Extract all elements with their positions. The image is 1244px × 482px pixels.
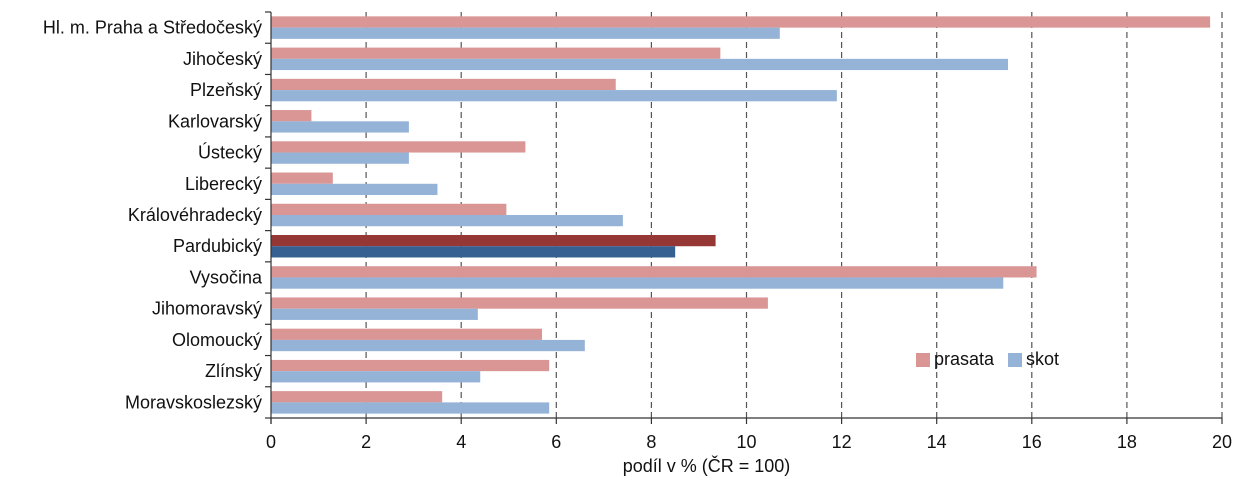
category-label: Hl. m. Praha a Středočeský	[43, 18, 262, 38]
bar-prasata	[271, 234, 716, 247]
category-label: Jihomoravský	[152, 299, 262, 319]
bar-prasata	[271, 328, 543, 340]
category-label: Zlínský	[205, 361, 262, 381]
category-label: Vysočina	[190, 267, 263, 287]
legend-item-prasata: prasata	[916, 349, 994, 370]
x-tick-label: 6	[551, 432, 561, 452]
bar-prasata	[271, 110, 312, 122]
bar-prasata	[271, 16, 1211, 28]
x-tick-label: 20	[1212, 432, 1232, 452]
x-tick-label: 18	[1117, 432, 1137, 452]
bar-skot	[271, 90, 837, 102]
bar-prasata	[271, 391, 443, 403]
legend-item-skot: skot	[1008, 349, 1059, 370]
x-tick-label: 4	[456, 432, 466, 452]
bar-prasata	[271, 78, 616, 91]
legend-label-skot: skot	[1026, 349, 1060, 369]
bar-prasata	[271, 266, 1037, 278]
category-label: Liberecký	[185, 174, 262, 194]
x-tick-label: 2	[361, 432, 371, 452]
category-label: Pardubický	[173, 236, 262, 256]
bar-prasata	[271, 172, 333, 184]
bar-skot	[271, 371, 481, 383]
legend-swatch-prasata	[916, 352, 930, 367]
bar-skot	[271, 277, 1004, 289]
category-label: Ústecký	[198, 142, 262, 163]
category-label: Královéhradecký	[128, 205, 262, 225]
bars	[271, 16, 1211, 414]
bar-skot	[271, 308, 478, 320]
x-tick-label: 12	[832, 432, 852, 452]
bar-prasata	[271, 203, 507, 215]
x-tick-label: 0	[266, 432, 276, 452]
x-tick-label: 16	[1022, 432, 1042, 452]
bar-skot	[271, 58, 1009, 71]
bar-prasata	[271, 141, 526, 153]
bar-prasata	[271, 297, 768, 309]
bar-prasata	[271, 47, 721, 59]
bar-skot	[271, 121, 409, 133]
category-label: Moravskoslezský	[125, 392, 262, 412]
bar-skot	[271, 339, 585, 352]
category-label: Plzeňský	[190, 80, 262, 100]
legend: prasata skot	[916, 349, 1059, 370]
category-label: Karlovarský	[168, 111, 262, 131]
bar-skot	[271, 215, 623, 227]
legend-label-prasata: prasata	[934, 349, 995, 369]
legend-swatch-skot	[1008, 352, 1023, 367]
bar-skot	[271, 183, 438, 196]
x-tick-labels: 0 2 4 6 8 10 12 14 16 18 20	[266, 432, 1232, 452]
axes	[265, 11, 1223, 424]
bar-skot	[271, 246, 676, 258]
category-label: Olomoucký	[172, 330, 262, 350]
x-axis-title: podíl v % (ČR = 100)	[623, 455, 791, 476]
category-label: Jihočeský	[183, 49, 262, 69]
x-tick-label: 8	[646, 432, 656, 452]
x-tick-label: 14	[927, 432, 947, 452]
category-labels: Hl. m. Praha a Středočeský Jihočeský Plzeň…	[43, 18, 263, 413]
x-tick-label: 10	[736, 432, 756, 452]
bar-skot	[271, 27, 780, 39]
bar-skot	[271, 402, 550, 414]
bar-prasata	[271, 359, 550, 372]
bar-skot	[271, 152, 409, 164]
